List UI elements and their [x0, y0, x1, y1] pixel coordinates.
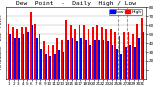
Bar	[89, 45, 91, 79]
Bar	[128, 32, 129, 79]
Bar	[9, 34, 11, 79]
Bar	[134, 47, 136, 79]
Bar	[67, 40, 69, 79]
Bar	[119, 36, 120, 79]
Bar	[80, 38, 82, 79]
Bar	[125, 47, 127, 79]
Bar	[120, 54, 122, 79]
Bar	[101, 27, 103, 79]
Bar	[61, 40, 63, 79]
Bar	[43, 41, 45, 79]
Bar	[48, 45, 49, 79]
Bar	[141, 18, 143, 79]
Bar	[58, 50, 60, 79]
Bar	[116, 49, 118, 79]
Bar	[92, 27, 94, 79]
Legend: Low, High: Low, High	[109, 9, 142, 15]
Bar	[63, 52, 64, 79]
Bar	[36, 38, 38, 79]
Bar	[8, 23, 9, 79]
Bar	[27, 32, 29, 79]
Bar	[70, 25, 72, 79]
Bar	[76, 41, 78, 79]
Bar	[98, 40, 100, 79]
Bar	[83, 25, 85, 79]
Bar	[143, 32, 144, 79]
Bar	[39, 34, 40, 79]
Bar	[72, 38, 73, 79]
Bar	[52, 45, 54, 79]
Bar	[85, 40, 87, 79]
Bar	[56, 38, 58, 79]
Bar	[136, 23, 138, 79]
Bar	[114, 32, 116, 79]
Bar	[112, 45, 113, 79]
Bar	[65, 20, 67, 79]
Bar	[32, 25, 33, 79]
Bar	[79, 25, 80, 79]
Bar	[25, 27, 27, 79]
Bar	[107, 41, 109, 79]
Bar	[21, 27, 23, 79]
Bar	[49, 56, 51, 79]
Bar	[103, 40, 104, 79]
Bar	[105, 29, 107, 79]
Bar	[16, 29, 18, 79]
Bar	[23, 34, 24, 79]
Bar	[138, 38, 140, 79]
Bar	[129, 45, 131, 79]
Bar	[14, 38, 16, 79]
Bar	[110, 29, 112, 79]
Bar	[45, 54, 47, 79]
Text: Milwaukee  Dew  Point: Milwaukee Dew Point	[0, 14, 3, 69]
Title: Dew  Point  -  Daily  High / Low: Dew Point - Daily High / Low	[16, 1, 136, 6]
Bar	[54, 54, 56, 79]
Bar	[40, 49, 42, 79]
Bar	[30, 12, 32, 79]
Bar	[12, 27, 14, 79]
Bar	[88, 29, 89, 79]
Bar	[94, 40, 96, 79]
Bar	[132, 34, 134, 79]
Bar	[96, 25, 98, 79]
Bar	[18, 38, 20, 79]
Bar	[74, 29, 76, 79]
Bar	[34, 23, 36, 79]
Bar	[123, 32, 125, 79]
